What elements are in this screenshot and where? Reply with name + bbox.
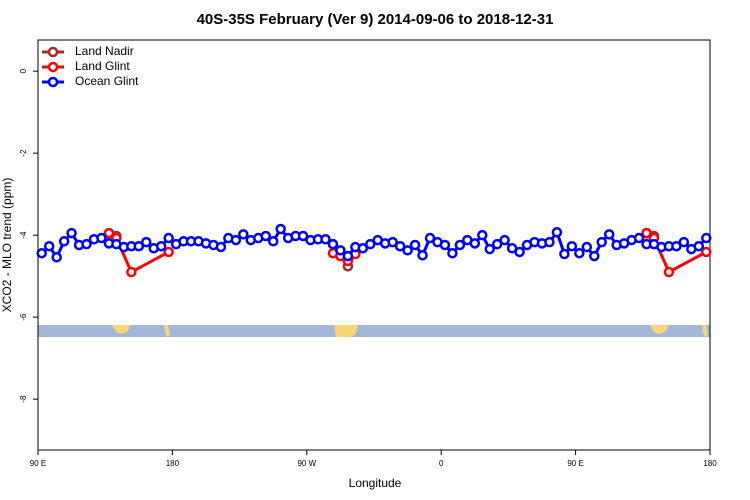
- y-tick-label: -2: [19, 149, 28, 157]
- data-point: [701, 246, 712, 258]
- data-point: [66, 227, 77, 239]
- data-point: [574, 247, 585, 259]
- x-tick-label: 90 W: [297, 459, 316, 468]
- x-tick-label: 180: [703, 459, 717, 468]
- data-point: [701, 232, 712, 244]
- legend-marker: [47, 61, 59, 73]
- data-point: [267, 236, 279, 247]
- data-point: [409, 239, 421, 251]
- data-point: [320, 234, 331, 245]
- land: [702, 325, 708, 337]
- data-point: [671, 240, 682, 252]
- data-point: [335, 245, 346, 256]
- x-tick-label: 180: [166, 459, 180, 468]
- legend-marker: [47, 76, 59, 88]
- y-tick-label: -4: [19, 231, 28, 239]
- x-axis-label: Longitude: [349, 476, 402, 490]
- data-point: [342, 250, 354, 262]
- data-point: [36, 247, 47, 259]
- y-tick-label: -8: [19, 395, 28, 403]
- data-point: [663, 266, 675, 278]
- chart-title: 40S-35S February (Ver 9) 2014-09-06 to 2…: [197, 11, 554, 28]
- data-point: [589, 250, 600, 262]
- land: [650, 325, 668, 334]
- data-point: [491, 238, 503, 250]
- data-point: [387, 236, 398, 248]
- map-strip: [38, 325, 710, 337]
- data-point: [155, 240, 167, 252]
- data-point: [96, 232, 107, 244]
- x-tick-label: 90 E: [567, 459, 583, 468]
- data-point: [693, 240, 705, 252]
- data-point: [484, 243, 495, 255]
- data-point: [51, 252, 62, 263]
- data-point: [103, 227, 115, 239]
- data-point: [603, 229, 615, 240]
- data-point: [327, 238, 339, 250]
- land: [112, 325, 130, 334]
- data-point: [447, 247, 458, 259]
- data-point: [596, 236, 607, 248]
- y-tick-label: 0: [19, 68, 28, 73]
- data-point: [365, 238, 376, 250]
- data-point: [230, 234, 242, 246]
- data-point: [275, 223, 286, 235]
- data-point: [163, 232, 174, 244]
- data-point: [357, 243, 369, 254]
- data-point: [394, 240, 406, 252]
- data-point: [499, 234, 510, 246]
- x-tick-label: 0: [439, 459, 444, 468]
- data-point: [126, 266, 137, 278]
- data-point: [581, 241, 593, 253]
- y-tick-label: -6: [19, 313, 28, 321]
- legend-marker: [47, 46, 59, 58]
- ocean-strip: [38, 325, 710, 337]
- data-point: [163, 246, 174, 258]
- y-axis-label: XCO2 - MLO trend (ppm): [0, 178, 14, 313]
- data-point: [424, 232, 436, 244]
- data-point: [544, 236, 555, 248]
- data-point: [439, 239, 451, 251]
- plot-frame: [37, 39, 711, 451]
- data-point: [551, 227, 563, 238]
- data-point: [678, 236, 690, 248]
- data-point: [81, 238, 92, 250]
- legend-label: Ocean Glint: [75, 74, 139, 88]
- data-point: [58, 236, 70, 247]
- data-point: [238, 229, 249, 240]
- data-point: [633, 232, 645, 244]
- data-point: [641, 227, 652, 239]
- data-point: [215, 241, 227, 253]
- data-point: [141, 236, 152, 248]
- legend-label: Land Nadir: [75, 44, 134, 58]
- legend-label: Land Glint: [75, 59, 130, 73]
- data-point: [260, 230, 271, 242]
- data-point: [559, 248, 570, 260]
- data-point: [477, 229, 488, 241]
- data-point: [469, 238, 481, 249]
- data-point: [43, 240, 55, 252]
- land: [164, 325, 170, 337]
- data-point: [402, 245, 413, 256]
- data-point: [133, 240, 145, 252]
- x-tick-label: 90 E: [30, 459, 46, 468]
- data-point: [297, 230, 309, 242]
- data-point: [566, 240, 578, 252]
- data-point: [514, 246, 525, 258]
- data-point: [417, 250, 428, 261]
- data-point: [454, 239, 466, 251]
- land: [334, 325, 358, 337]
